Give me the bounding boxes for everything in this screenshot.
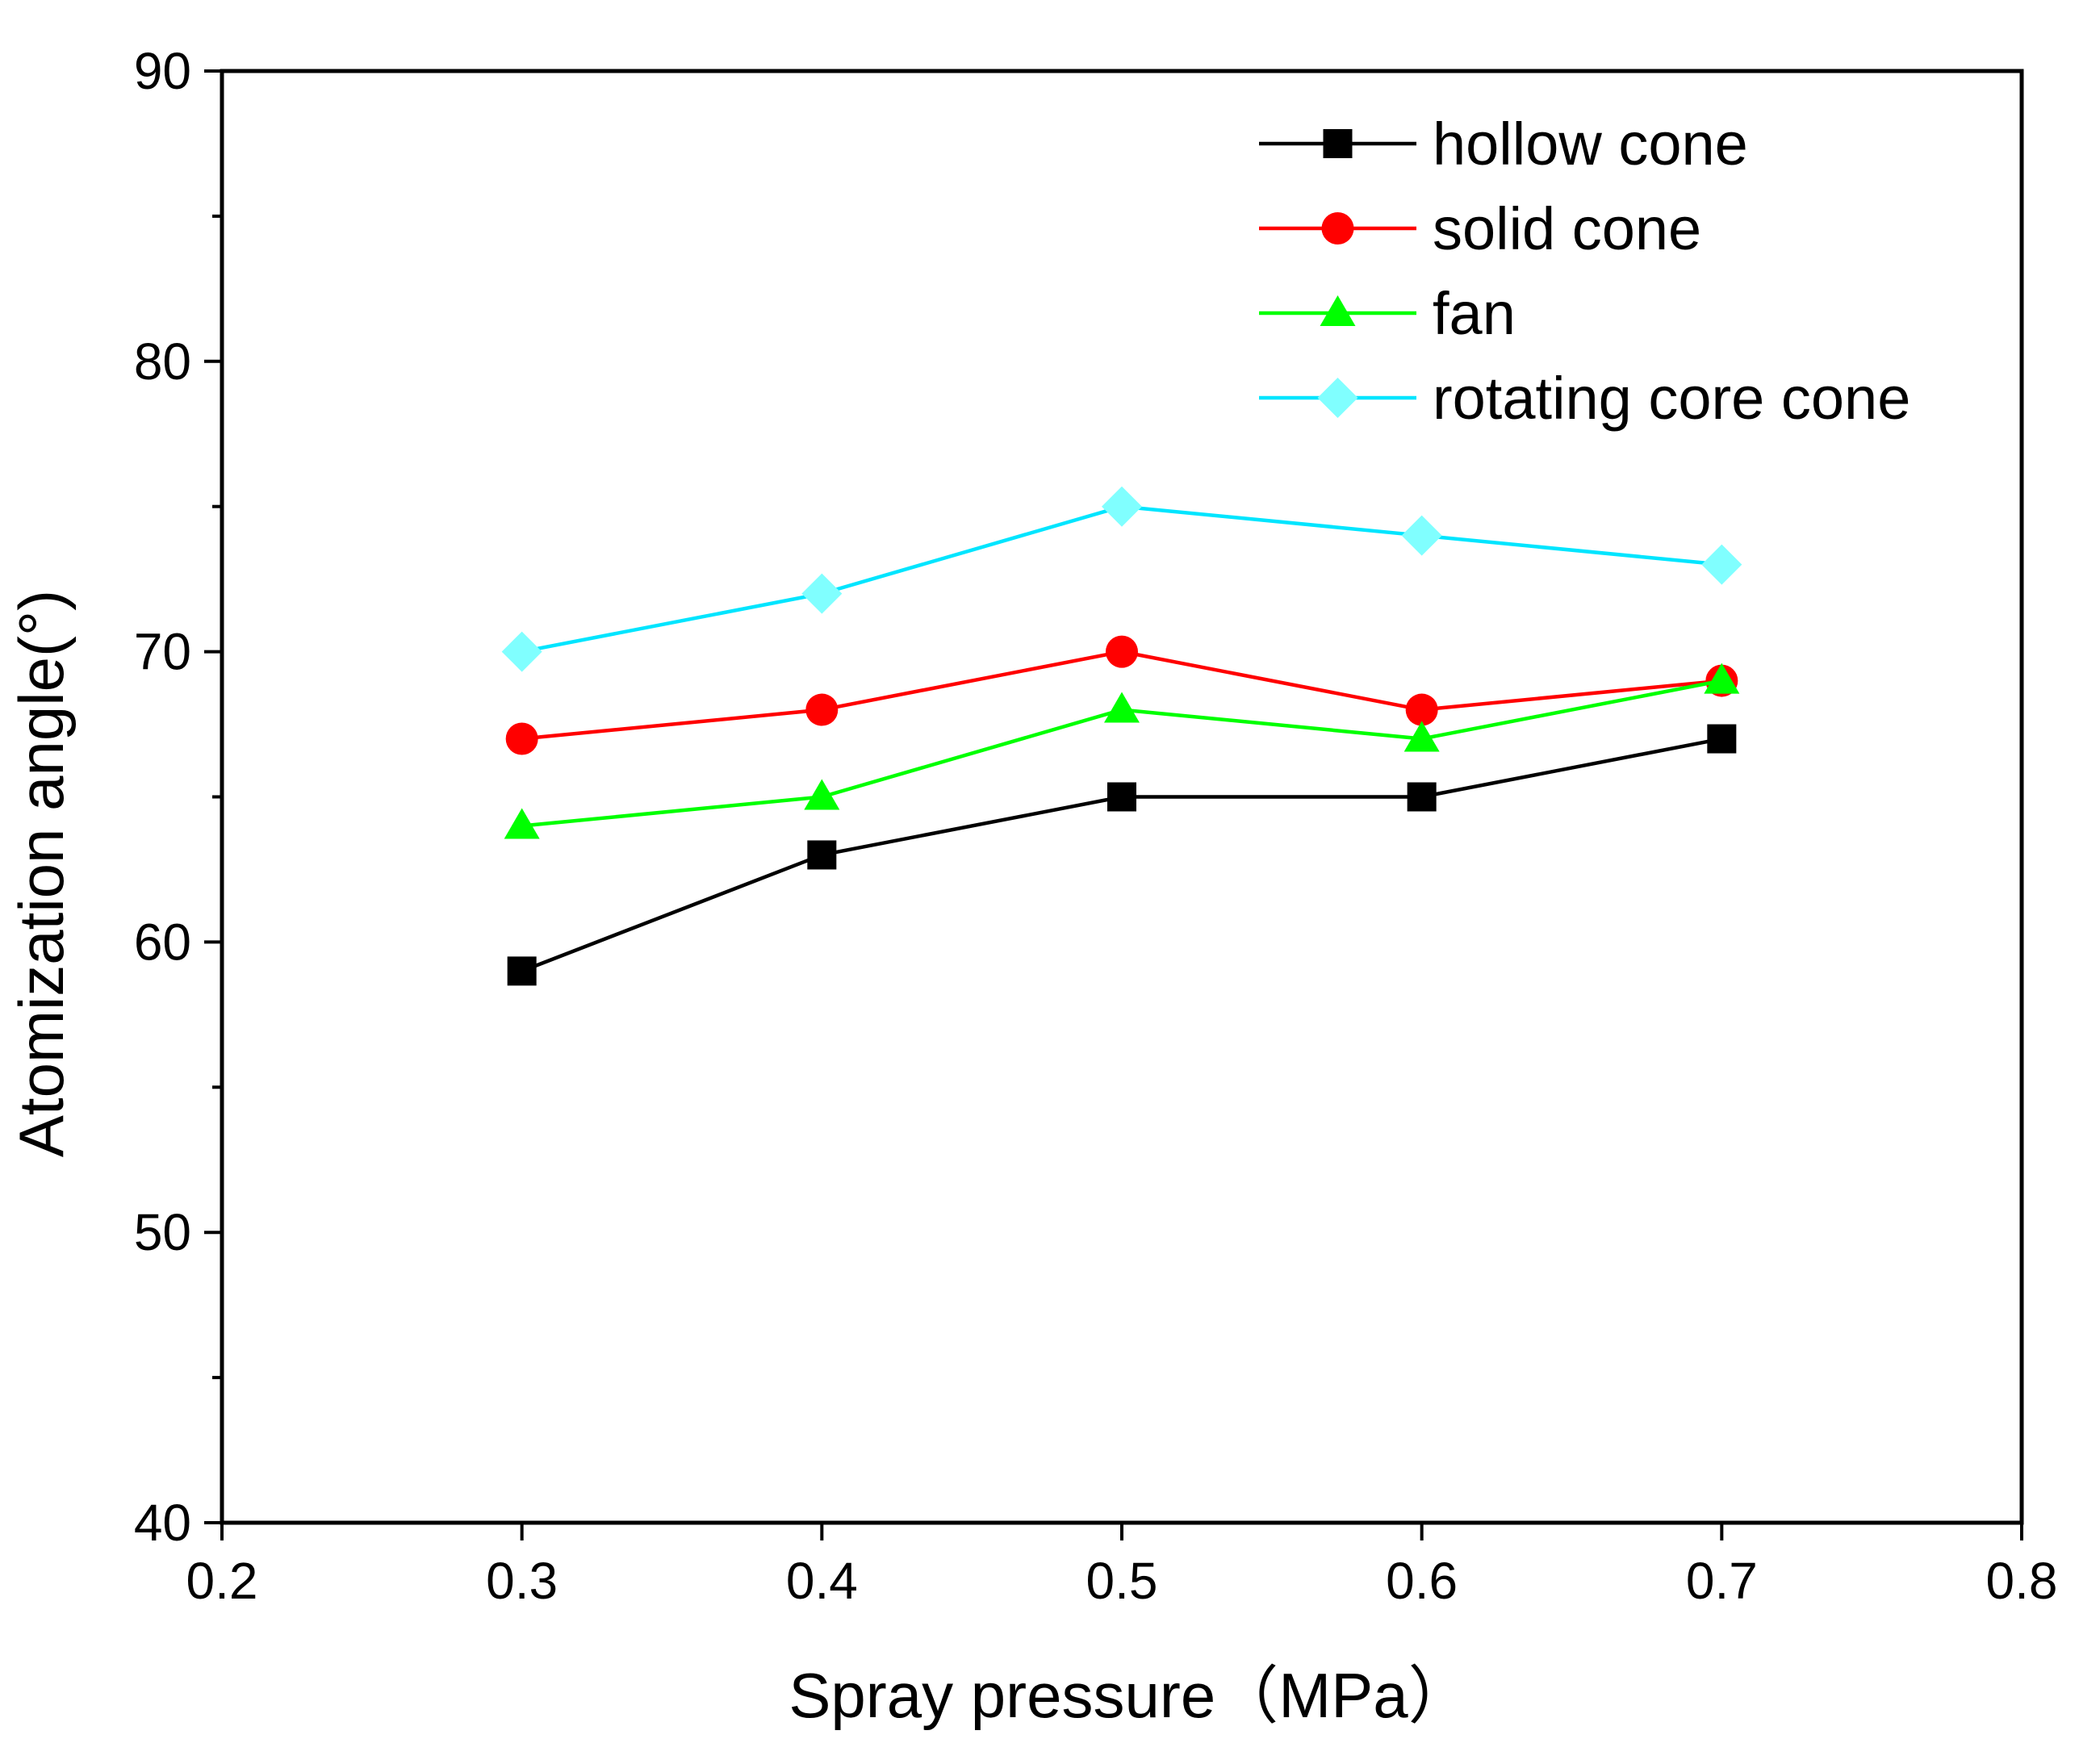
- data-point-fan: [1403, 721, 1440, 752]
- data-point-rotating-core-cone: [801, 573, 843, 614]
- x-tick-label: 0.2: [186, 1552, 258, 1610]
- data-point-solid-cone: [1405, 693, 1438, 726]
- series-fan: [504, 663, 1740, 839]
- y-tick-label: 60: [134, 913, 191, 971]
- data-point-fan: [504, 808, 540, 839]
- data-point-hollow-cone: [1107, 782, 1136, 812]
- legend-marker: [1321, 212, 1354, 245]
- x-tick-label: 0.8: [1986, 1552, 2058, 1610]
- data-point-solid-cone: [1106, 635, 1138, 668]
- series-rotating-core-cone: [501, 486, 1742, 672]
- data-point-solid-cone: [805, 693, 839, 726]
- legend-label: solid cone: [1433, 195, 1701, 262]
- legend-item-rotating-core-cone: rotating core cone: [1259, 365, 1910, 432]
- data-point-rotating-core-cone: [1102, 486, 1142, 527]
- x-tick-label: 0.4: [786, 1552, 858, 1610]
- legend: hollow cone solid cone fan rotating core co…: [1259, 111, 1910, 432]
- series-hollow-cone: [507, 724, 1737, 986]
- data-point-rotating-core-cone: [1701, 544, 1742, 585]
- y-tick-label: 40: [134, 1494, 191, 1552]
- x-axis-title: Spray pressure（MPa）: [789, 1660, 1470, 1731]
- y-tick-label: 50: [134, 1203, 191, 1261]
- data-point-hollow-cone: [1707, 724, 1737, 754]
- data-point-fan: [1704, 663, 1740, 694]
- data-point-hollow-cone: [807, 840, 837, 870]
- y-tick-label: 90: [134, 42, 191, 100]
- legend-label: fan: [1433, 280, 1516, 347]
- legend-label: rotating core cone: [1433, 365, 1910, 432]
- data-point-hollow-cone: [1407, 782, 1437, 812]
- y-tick-label: 70: [134, 623, 191, 681]
- legend-marker: [1320, 295, 1356, 326]
- axes: 0.2 0.3 0.4 0.5 0.6 0.7 0.8 40 50 60 70 80 90: [134, 42, 2058, 1610]
- data-point-fan: [1104, 692, 1140, 723]
- legend-item-fan: fan: [1259, 280, 1516, 347]
- legend-marker: [1317, 378, 1358, 418]
- legend-item-solid-cone: solid cone: [1259, 195, 1701, 262]
- legend-item-hollow-cone: hollow cone: [1259, 111, 1748, 178]
- data-point-rotating-core-cone: [501, 631, 542, 672]
- x-tick-label: 0.6: [1386, 1552, 1458, 1610]
- x-tick-label: 0.7: [1686, 1552, 1758, 1610]
- x-tick-label: 0.3: [486, 1552, 558, 1610]
- data-point-hollow-cone: [507, 956, 537, 986]
- y-tick-label: 80: [134, 332, 191, 391]
- data-point-solid-cone: [505, 722, 538, 755]
- y-axis-title: Atomization angle(°): [6, 590, 77, 1157]
- series-layer: [501, 486, 1742, 986]
- x-tick-label: 0.5: [1086, 1552, 1158, 1610]
- data-point-fan: [804, 779, 840, 810]
- data-point-rotating-core-cone: [1401, 515, 1442, 556]
- legend-label: hollow cone: [1433, 111, 1748, 178]
- legend-marker: [1323, 129, 1353, 158]
